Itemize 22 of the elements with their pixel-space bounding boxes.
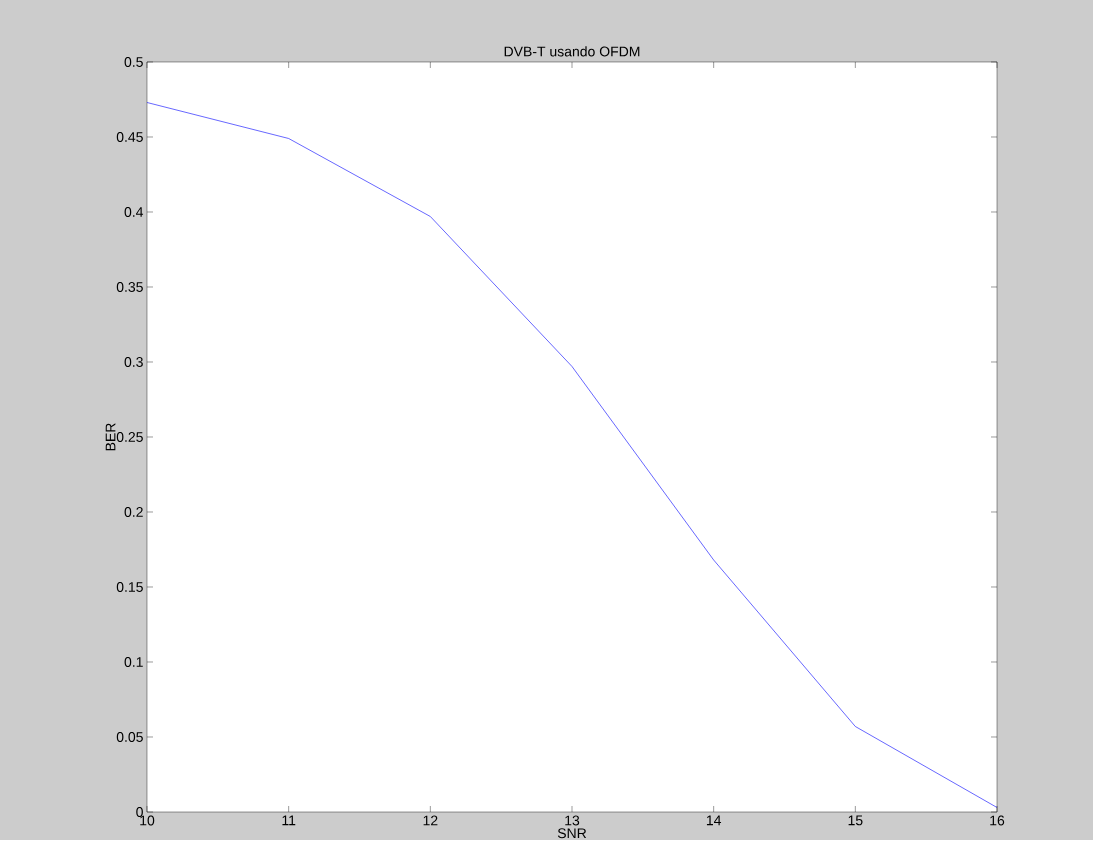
- x-tick-label: 13: [565, 815, 580, 826]
- x-tick-label: 14: [706, 815, 722, 826]
- y-tick-label: 0.45: [116, 132, 143, 143]
- x-tick-label: 10: [140, 815, 155, 826]
- y-tick-label: 0.1: [124, 657, 143, 668]
- x-axis-title: SNR: [557, 828, 587, 839]
- line-series: [147, 102, 997, 809]
- x-tick-label: 12: [423, 815, 438, 826]
- y-tick-label: 0.05: [116, 732, 143, 743]
- y-tick-label: 0.2: [124, 507, 143, 518]
- x-tick-label: 15: [848, 815, 863, 826]
- y-tick-label: 0: [136, 807, 143, 818]
- x-tick-label: 11: [282, 815, 296, 826]
- y-tick-label: 0.15: [116, 582, 143, 593]
- x-tick-label: 16: [990, 815, 1005, 826]
- y-tick-label: 0.35: [116, 282, 143, 293]
- y-tick-label: 0.3: [124, 357, 143, 368]
- y-tick-label: 0.5: [124, 57, 143, 68]
- chart-title: DVB-T usando OFDM: [504, 46, 640, 57]
- y-tick-label: 0.25: [116, 432, 143, 443]
- y-tick-label: 0.4: [124, 207, 144, 218]
- y-axis-title: BER: [105, 423, 116, 451]
